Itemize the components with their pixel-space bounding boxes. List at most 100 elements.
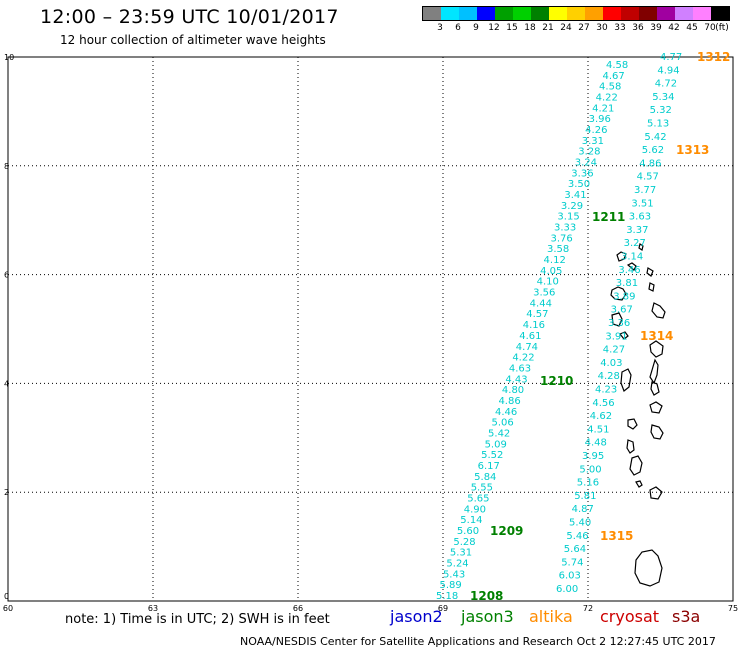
swh-value-left-track: 4.80 [502,385,524,396]
page-subtitle: 12 hour collection of altimeter wave hei… [60,33,326,47]
swh-value-left-track: 3.76 [550,233,572,244]
legend-label: 3 [437,23,443,33]
swh-value-left-track: 5.55 [471,483,493,494]
map-frame [7,56,734,602]
swh-value-left-track: 3.31 [582,136,604,147]
legend-swatch [693,7,711,20]
island-outline [649,486,663,500]
swh-value-right-track: 3.67 [611,305,633,316]
legend-label: 6 [455,23,461,33]
legend-swatch [657,7,675,20]
legend-label: 70 [704,23,716,33]
swh-value-left-track: 4.10 [537,277,559,288]
swh-value-left-track: 5.42 [488,428,510,439]
island-outline [627,418,638,430]
swh-value-right-track: 6.00 [556,584,578,595]
satellite-label-altika: altika [529,607,573,626]
swh-value-left-track: 5.28 [453,537,475,548]
swh-value-right-track: 6.03 [559,571,581,582]
swh-value-left-track: 4.22 [512,353,534,364]
legend-swatch [423,7,441,20]
footer-note: note: 1) Time is in UTC; 2) SWH is in fe… [65,612,330,627]
legend-swatch [477,7,495,20]
legend-swatch [621,7,639,20]
legend-swatches [422,6,730,21]
satellite-label-cryosat: cryosat [600,607,660,626]
swh-value-right-track: 4.56 [592,398,614,409]
swh-value-right-track: 3.91 [605,331,627,342]
swh-value-left-track: 4.61 [519,331,541,342]
swh-value-right-track: 5.81 [574,491,596,502]
legend-label: 39 [650,23,662,33]
legend-label: 30 [596,23,608,33]
swh-value-left-track: 4.43 [505,374,527,385]
swh-value-right-track: 4.87 [572,504,594,515]
swh-value-right-track: 5.32 [650,105,672,116]
swh-value-right-track: 3.77 [634,185,656,196]
legend-swatch [531,7,549,20]
swh-value-right-track: 4.62 [590,411,612,422]
legend-label: 27 [578,23,590,33]
swh-value-left-track: 4.74 [516,342,538,353]
swh-value-right-track: 4.28 [598,371,620,382]
swh-value-right-track: 4.51 [587,424,609,435]
swh-value-left-track: 4.22 [596,93,618,104]
swh-value-left-track: 4.57 [526,309,548,320]
legend-label: 21 [542,23,554,33]
swh-value-right-track: 3.51 [631,198,653,209]
legend-label: 24 [560,23,572,33]
swh-value-left-track: 5.65 [467,493,489,504]
island-outline [650,381,660,396]
swh-value-left-track: 5.52 [481,450,503,461]
swh-value-left-track: 4.67 [603,71,625,82]
swh-value-left-track: 4.86 [498,396,520,407]
island-outline [638,243,644,251]
swh-value-right-track: 5.13 [647,119,669,130]
swh-value-right-track: 4.86 [639,158,661,169]
swh-value-left-track: 5.06 [492,418,514,429]
x-tick-label: 63 [148,604,158,613]
legend-swatch [549,7,567,20]
x-tick-label: 75 [728,604,738,613]
legend-label: 9 [473,23,479,33]
swh-value-right-track: 5.42 [644,132,666,143]
y-tick-label: 8 [4,162,9,171]
swh-value-right-track: 4.03 [600,358,622,369]
swh-value-right-track: 5.64 [564,544,586,555]
legend-swatch [711,7,729,20]
swh-value-right-track: 3.36 [608,318,630,329]
swh-value-left-track: 4.21 [592,103,614,114]
swh-value-right-track: 5.34 [652,92,674,103]
swh-value-left-track: 5.18 [436,591,458,602]
legend-swatch [567,7,585,20]
swh-value-left-track: 3.33 [554,223,576,234]
swh-value-right-track: 3.14 [621,252,643,263]
y-tick-label: 10 [4,53,14,62]
swh-value-left-track: 4.58 [606,60,628,71]
y-tick-label: 2 [4,488,9,497]
orbit-number-label: 1208 [470,589,503,603]
swh-value-right-track: 4.77 [660,52,682,63]
orbit-number-label: 1314 [640,329,673,343]
island-outline [626,439,635,454]
swh-value-left-track: 4.26 [585,125,607,136]
swh-value-left-track: 5.24 [446,558,468,569]
swh-value-left-track: 4.90 [464,504,486,515]
island-outline [650,424,664,440]
swh-value-left-track: 6.17 [478,461,500,472]
swh-value-left-track: 3.29 [561,201,583,212]
legend-swatch [675,7,693,20]
swh-value-right-track: 4.48 [585,438,607,449]
satellite-label-s3a: s3a [672,607,701,626]
swh-value-right-track: 3.63 [629,212,651,223]
swh-value-right-track: 3.81 [616,278,638,289]
legend-labels: 3 6 9 12 15 18 21 24 27 30 33 36 39 42 45 70 (ft) [422,23,730,35]
legend-swatch [603,7,621,20]
island-outline [626,262,637,271]
island-outline [611,312,623,327]
x-tick-label: 69 [438,604,448,613]
swh-value-right-track: 4.72 [655,79,677,90]
island-outline [649,340,664,358]
swh-value-left-track: 3.15 [557,212,579,223]
